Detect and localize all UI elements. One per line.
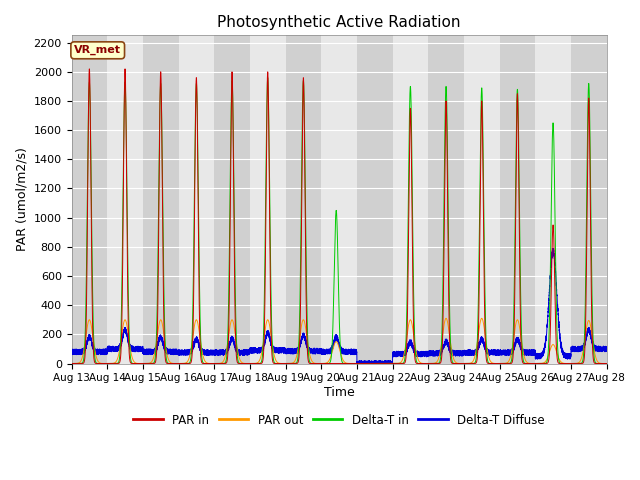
Bar bbox=[250, 36, 285, 363]
Bar bbox=[143, 36, 179, 363]
Legend: PAR in, PAR out, Delta-T in, Delta-T Diffuse: PAR in, PAR out, Delta-T in, Delta-T Dif… bbox=[129, 409, 549, 431]
Bar bbox=[535, 36, 571, 363]
Title: Photosynthetic Active Radiation: Photosynthetic Active Radiation bbox=[218, 15, 461, 30]
Bar bbox=[107, 36, 143, 363]
Bar bbox=[357, 36, 392, 363]
Bar bbox=[72, 36, 107, 363]
Bar bbox=[500, 36, 535, 363]
Bar bbox=[179, 36, 214, 363]
Bar bbox=[392, 36, 428, 363]
Bar bbox=[571, 36, 607, 363]
Bar bbox=[321, 36, 357, 363]
Bar bbox=[285, 36, 321, 363]
Bar bbox=[464, 36, 500, 363]
Bar bbox=[214, 36, 250, 363]
Y-axis label: PAR (umol/m2/s): PAR (umol/m2/s) bbox=[15, 147, 28, 252]
Bar bbox=[428, 36, 464, 363]
Text: VR_met: VR_met bbox=[74, 45, 121, 56]
X-axis label: Time: Time bbox=[324, 386, 355, 399]
